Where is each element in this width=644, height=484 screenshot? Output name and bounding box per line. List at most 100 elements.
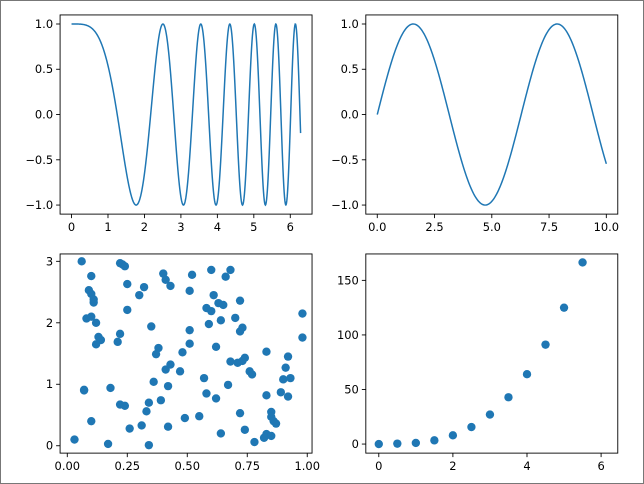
y-tick-label: 1.0 — [35, 17, 53, 31]
scatter-point — [211, 394, 221, 403]
x-tick-label: 2.5 — [425, 220, 443, 234]
scatter-point — [226, 357, 235, 366]
scatter-point — [374, 439, 383, 449]
scatter-point — [430, 436, 439, 445]
scatter-point — [87, 416, 96, 426]
series-line — [376, 23, 608, 206]
y-tick-label: 1 — [46, 377, 53, 391]
scatter-point — [120, 262, 130, 271]
scatter-point — [156, 396, 166, 405]
subplot-1: 0 1 2 3 4 5 6 −1.0 −0.5 0.0 0.5 1.0 — [25, 14, 313, 234]
x-tick-label: 5.0 — [483, 220, 501, 234]
scatter-point — [267, 431, 276, 441]
scatter-point — [123, 305, 132, 315]
x-tick-label: 1 — [104, 220, 111, 234]
x-tick-label: 0 — [375, 459, 382, 473]
subplot-2: 0.0 2.5 5.0 7.5 10.0 −1.0 −0.5 0.0 0.5 1.0 — [331, 14, 619, 234]
scatter-point — [149, 377, 158, 387]
y-tick-label: 1.0 — [341, 17, 359, 31]
scatter-point — [298, 333, 307, 342]
scatter-point — [281, 363, 290, 372]
scatter-point — [235, 408, 245, 418]
x-tick-label: 2 — [449, 459, 456, 473]
scatter-point — [163, 422, 173, 431]
y-tick-label: −1.0 — [25, 198, 53, 212]
y-tick-label: −1.0 — [331, 198, 359, 212]
x-tick-label: 0.50 — [175, 459, 200, 473]
scatter-point — [135, 290, 144, 300]
scatter-point — [147, 322, 156, 331]
scatter-point — [115, 329, 125, 339]
x-tick-label: 0.25 — [115, 459, 140, 473]
scatter-point — [178, 348, 187, 357]
scatter-point — [144, 398, 154, 407]
y-tick-label: 150 — [337, 273, 359, 287]
scatter-point — [202, 389, 211, 398]
scatter-point — [180, 413, 190, 423]
y-tick-label: 0.5 — [341, 62, 359, 76]
scatter-point — [137, 421, 146, 430]
scatter-point — [89, 298, 98, 307]
scatter-point — [166, 360, 175, 369]
y-tick-label: 0 — [46, 439, 53, 453]
scatter-point — [283, 352, 293, 361]
scatter-point — [467, 422, 476, 432]
scatter-point — [199, 373, 209, 383]
x-tick-label: 0.00 — [55, 459, 80, 473]
scatter-point — [250, 437, 259, 447]
scatter-point — [187, 270, 197, 280]
scatter-point — [151, 349, 161, 359]
y-tick-label: 0 — [352, 437, 359, 451]
scatter-point — [559, 303, 569, 312]
scatter-point — [216, 429, 226, 438]
y-tick-label: −0.5 — [25, 153, 53, 167]
x-tick-label: 2 — [141, 220, 148, 234]
scatter-point — [113, 337, 122, 347]
scatter-point — [139, 282, 149, 292]
scatter-point — [286, 373, 295, 383]
y-tick-label: 0.0 — [35, 108, 53, 122]
x-tick-label: 4 — [523, 459, 530, 473]
scatter-point — [238, 356, 247, 366]
x-tick-label: 6 — [287, 220, 294, 234]
scatter-point — [207, 265, 216, 275]
scatter-point — [87, 312, 96, 321]
scatter-point — [262, 347, 271, 356]
x-tick-label: 0.75 — [235, 459, 260, 473]
scatter-point — [195, 412, 204, 421]
scatter-point — [91, 318, 101, 327]
scatter-point — [262, 391, 271, 400]
scatter-point — [231, 313, 240, 323]
scatter-point — [411, 438, 421, 448]
y-tick-label: 2 — [46, 316, 53, 330]
scatter-point — [77, 257, 86, 266]
scatter-point — [123, 279, 132, 289]
scatter-point — [120, 401, 130, 410]
scatter-point — [166, 281, 175, 291]
scatter-point — [144, 440, 154, 450]
x-tick-label: 5 — [250, 220, 257, 234]
scatter-point — [298, 309, 307, 318]
scatter-point — [448, 431, 458, 440]
scatter-point — [209, 290, 218, 300]
y-tick-label: −0.5 — [331, 153, 359, 167]
scatter-point — [211, 342, 221, 351]
axes-frame — [59, 253, 313, 454]
axes-frame — [365, 253, 619, 454]
scatter-point — [207, 306, 216, 316]
scatter-point — [204, 319, 214, 329]
scatter-point — [578, 258, 587, 267]
scatter-point — [185, 325, 194, 335]
scatter-point — [279, 375, 288, 384]
x-tick-label: 6 — [597, 459, 604, 473]
scatter-point — [276, 388, 286, 397]
scatter-point — [142, 407, 151, 416]
scatter-point — [163, 381, 173, 391]
x-tick-label: 3 — [177, 220, 184, 234]
scatter-point — [91, 340, 101, 349]
scatter-point — [79, 386, 89, 395]
y-tick-label: 50 — [344, 382, 359, 396]
subplot-3: 0.00 0.25 0.50 0.75 1.00 0 1 2 3 — [46, 253, 320, 473]
scatter-point — [70, 435, 79, 444]
